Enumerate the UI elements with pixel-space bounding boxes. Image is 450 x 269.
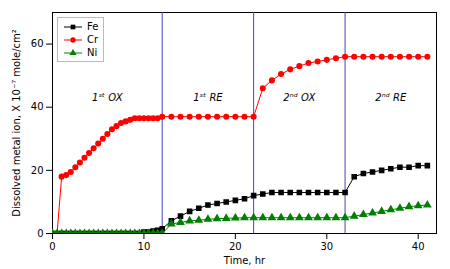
svg-text:40: 40 <box>412 241 425 252</box>
html-text:Cr: Cr <box>87 34 99 45</box>
svg-text:20: 20 <box>229 241 242 252</box>
svg-text:1ˢᵗ OX: 1ˢᵗ OX <box>92 92 124 103</box>
svg-text:0: 0 <box>37 228 43 239</box>
svg-text:1ˢᵗ RE: 1ˢᵗ RE <box>193 92 223 103</box>
svg-text:60: 60 <box>31 38 44 49</box>
html-text:Ni: Ni <box>87 47 98 58</box>
html-text:Fe: Fe <box>87 21 99 32</box>
svg-text:20: 20 <box>31 165 44 176</box>
svg-text:30: 30 <box>320 241 333 252</box>
svg-text:Dissolved metal ion, X 10⁻⁷ mo: Dissolved metal ion, X 10⁻⁷ mole/cm² <box>11 29 22 217</box>
svg-text:2ⁿᵈ OX: 2ⁿᵈ OX <box>283 92 316 103</box>
svg-text:10: 10 <box>138 241 151 252</box>
svg-text:2ⁿᵈ RE: 2ⁿᵈ RE <box>375 92 407 103</box>
svg-text:0: 0 <box>49 241 55 252</box>
svg-text:40: 40 <box>31 101 44 112</box>
svg-text:Time, hr: Time, hr <box>223 255 266 266</box>
